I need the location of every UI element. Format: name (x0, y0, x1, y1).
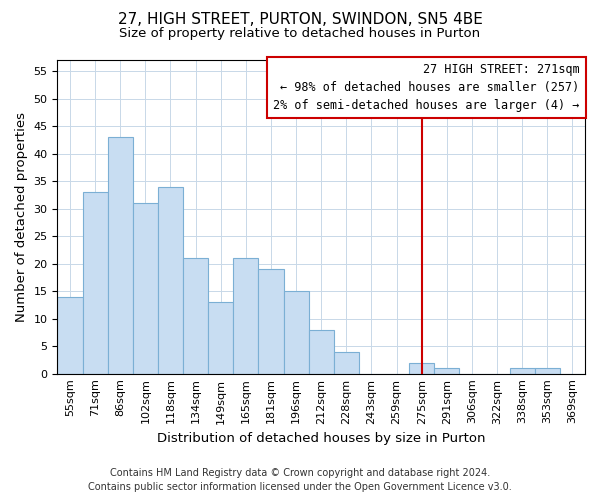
Bar (259, 269, 284, 374)
Bar (58, 296, 83, 374)
Bar (409, 362, 434, 374)
Text: 27, HIGH STREET, PURTON, SWINDON, SN5 4BE: 27, HIGH STREET, PURTON, SWINDON, SN5 4B… (118, 12, 482, 28)
Bar (434, 368, 460, 374)
Bar (133, 203, 158, 374)
Bar (208, 302, 233, 374)
Bar (334, 352, 359, 374)
Bar (535, 368, 560, 374)
Text: 27 HIGH STREET: 271sqm
← 98% of detached houses are smaller (257)
2% of semi-det: 27 HIGH STREET: 271sqm ← 98% of detached… (274, 63, 580, 112)
Bar (83, 192, 107, 374)
Bar (308, 330, 334, 374)
Bar (107, 137, 133, 374)
Bar (284, 291, 308, 374)
Text: Contains HM Land Registry data © Crown copyright and database right 2024.
Contai: Contains HM Land Registry data © Crown c… (88, 468, 512, 492)
Bar (158, 186, 183, 374)
Bar (509, 368, 535, 374)
Y-axis label: Number of detached properties: Number of detached properties (15, 112, 28, 322)
Text: Size of property relative to detached houses in Purton: Size of property relative to detached ho… (119, 28, 481, 40)
X-axis label: Distribution of detached houses by size in Purton: Distribution of detached houses by size … (157, 432, 485, 445)
Bar (183, 258, 208, 374)
Bar (233, 258, 259, 374)
